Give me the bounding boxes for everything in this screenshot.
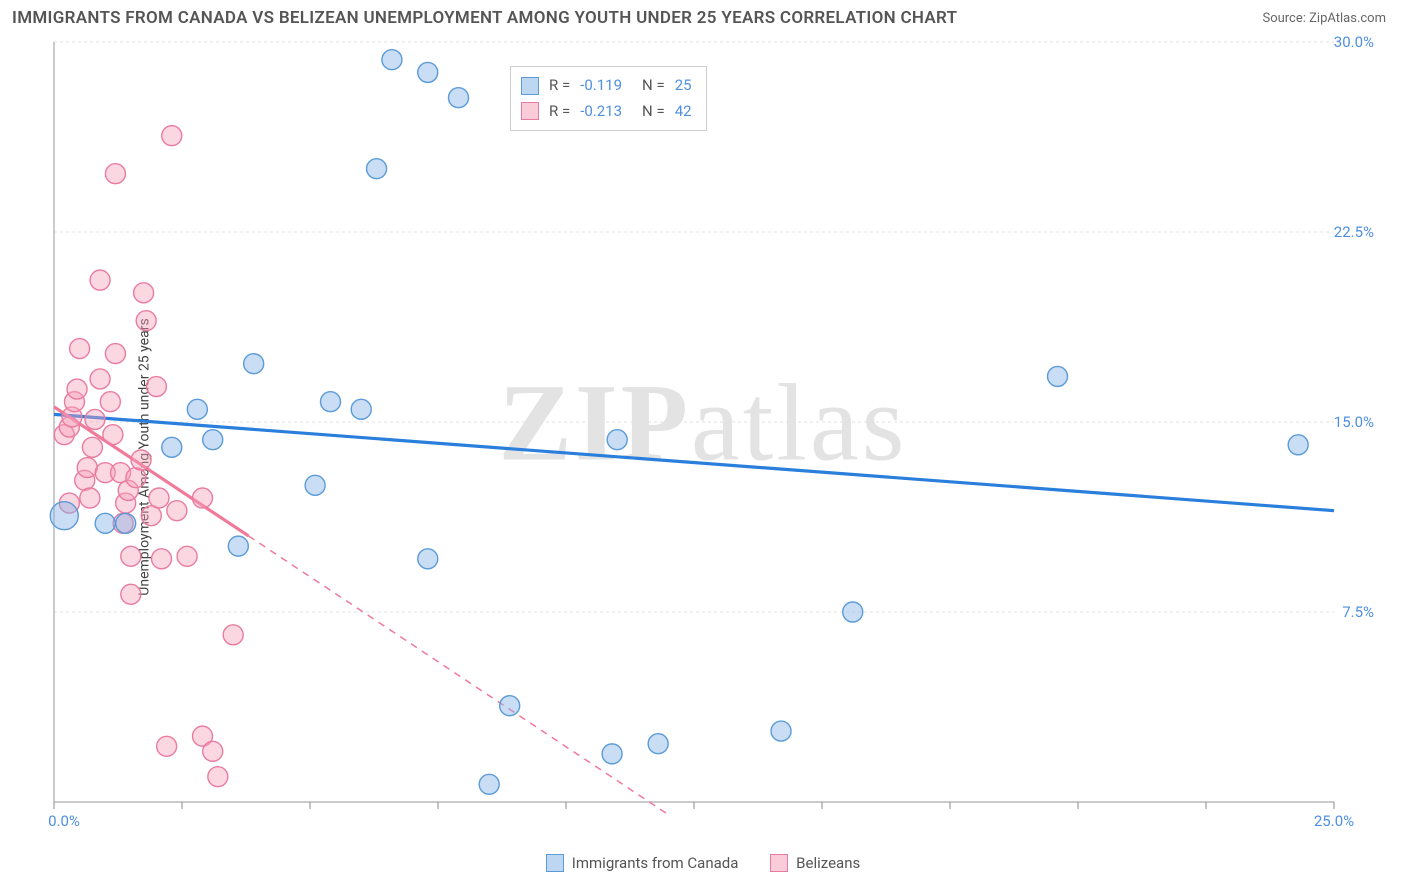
data-point-pink (136, 311, 156, 331)
legend-n-value: 42 (675, 99, 692, 125)
data-point-pink (134, 283, 154, 303)
data-point-blue (228, 536, 248, 556)
y-tick-label: 22.5% (1334, 223, 1374, 241)
swatch-pink-icon (770, 854, 788, 872)
legend-n-value: 25 (675, 73, 692, 99)
regression-extrapolation (249, 536, 669, 815)
data-point-blue (203, 430, 223, 450)
swatch-blue-icon (521, 77, 539, 95)
swatch-blue-icon (546, 854, 564, 872)
data-point-blue (648, 734, 668, 754)
chart-area: Unemployment Among Youth under 25 years … (0, 32, 1406, 882)
data-point-pink (80, 488, 100, 508)
data-point-pink (131, 450, 151, 470)
data-point-blue (244, 354, 264, 374)
data-point-pink (85, 409, 105, 429)
data-point-pink (192, 488, 212, 508)
chart-source: Source: ZipAtlas.com (1262, 11, 1386, 26)
data-point-blue (351, 399, 371, 419)
legend-r-value: -0.119 (580, 73, 622, 99)
y-tick-label: 15.0% (1334, 413, 1374, 431)
correlation-legend: R = -0.119 N = 25 R = -0.213 N = 42 (510, 66, 707, 131)
data-point-pink (100, 392, 120, 412)
data-point-blue (602, 744, 622, 764)
legend-item-pink: Belizeans (770, 854, 860, 872)
legend-r-value: -0.213 (580, 99, 622, 125)
data-point-blue (367, 159, 387, 179)
legend-row-pink: R = -0.213 N = 42 (521, 99, 692, 125)
data-point-pink (103, 425, 123, 445)
legend-row-blue: R = -0.119 N = 25 (521, 73, 692, 99)
data-point-blue (116, 513, 136, 533)
data-point-blue (607, 430, 627, 450)
regression-line (54, 414, 1334, 510)
data-point-pink (105, 164, 125, 184)
legend-item-blue: Immigrants from Canada (546, 854, 739, 872)
legend-label: Belizeans (796, 854, 860, 872)
chart-title: IMMIGRANTS FROM CANADA VS BELIZEAN UNEMP… (12, 8, 957, 28)
data-point-pink (105, 344, 125, 364)
data-point-blue (95, 513, 115, 533)
data-point-blue (418, 62, 438, 82)
data-point-pink (203, 741, 223, 761)
data-point-pink (121, 584, 141, 604)
data-point-blue (771, 721, 791, 741)
data-point-blue (50, 502, 78, 530)
data-point-blue (500, 696, 520, 716)
data-point-pink (90, 270, 110, 290)
data-point-pink (157, 736, 177, 756)
data-point-pink (77, 458, 97, 478)
x-tick-label: 25.0% (1314, 812, 1354, 830)
legend-n-label: N = (642, 99, 665, 125)
swatch-pink-icon (521, 102, 539, 120)
data-point-pink (67, 379, 87, 399)
data-point-blue (418, 549, 438, 569)
data-point-blue (382, 50, 402, 70)
data-point-pink (177, 546, 197, 566)
series-legend: Immigrants from Canada Belizeans (0, 854, 1406, 876)
legend-label: Immigrants from Canada (572, 854, 739, 872)
data-point-pink (70, 339, 90, 359)
data-point-pink (141, 506, 161, 526)
data-point-blue (479, 774, 499, 794)
legend-r-label: R = (549, 99, 570, 125)
data-point-pink (126, 468, 146, 488)
data-point-pink (152, 549, 172, 569)
legend-n-label: N = (642, 73, 665, 99)
data-point-pink (162, 126, 182, 146)
data-point-pink (121, 546, 141, 566)
data-point-blue (1048, 366, 1068, 386)
data-point-pink (90, 369, 110, 389)
data-point-pink (223, 625, 243, 645)
data-point-pink (149, 488, 169, 508)
scatter-plot: 7.5% 15.0% 22.5% 30.0% 0.0% 25.0% (44, 32, 1384, 832)
data-point-pink (146, 377, 166, 397)
legend-r-label: R = (549, 73, 570, 99)
data-point-pink (208, 767, 228, 787)
data-point-blue (305, 475, 325, 495)
data-point-blue (448, 88, 468, 108)
data-point-blue (187, 399, 207, 419)
y-tick-label: 30.0% (1334, 33, 1374, 51)
chart-header: IMMIGRANTS FROM CANADA VS BELIZEAN UNEMP… (0, 0, 1406, 32)
y-tick-label: 7.5% (1342, 603, 1374, 621)
x-tick-label: 0.0% (48, 812, 80, 830)
data-point-pink (82, 437, 102, 457)
data-point-blue (1288, 435, 1308, 455)
data-point-blue (843, 602, 863, 622)
data-point-pink (167, 501, 187, 521)
data-point-blue (320, 392, 340, 412)
data-point-blue (162, 437, 182, 457)
